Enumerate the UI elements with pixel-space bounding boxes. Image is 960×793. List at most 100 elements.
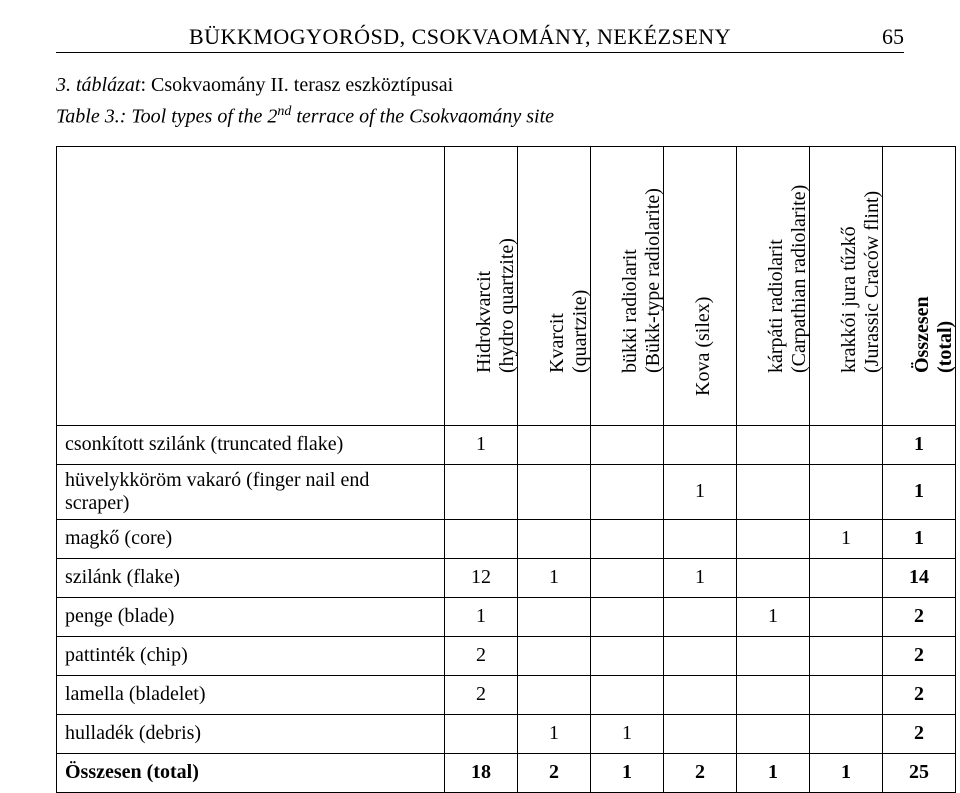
caption-label-en: Table 3.: [56, 106, 120, 128]
caption-text-en-prefix: : Tool types of the 2: [120, 106, 278, 128]
table-cell: 1: [664, 464, 737, 519]
caption-label-hu: 3. táblázat: [56, 74, 140, 96]
page-number: 65: [876, 24, 904, 50]
table-cell: [664, 675, 737, 714]
table-cell: [810, 425, 883, 464]
table-cell: 1: [664, 558, 737, 597]
table-cell: 2: [445, 675, 518, 714]
column-header: kárpáti radiolarit(Carpathian radiolarit…: [737, 146, 810, 425]
table-cell: 2: [445, 636, 518, 675]
table-cell: [518, 597, 591, 636]
column-header: Hidrokvarcit(hydro quartzite): [445, 146, 518, 425]
table-cell: [591, 464, 664, 519]
table-cell: 1: [518, 714, 591, 753]
table-cell: 2: [883, 675, 956, 714]
column-header: Összesen(total): [883, 146, 956, 425]
table-cell: 2: [664, 753, 737, 792]
table-cell: [810, 636, 883, 675]
table-cell: [518, 464, 591, 519]
row-label: hüvelykköröm vakaró (finger nail end scr…: [57, 464, 445, 519]
column-header: bükki radiolarit(Bükk-type radiolarite): [591, 146, 664, 425]
row-label: magkő (core): [57, 519, 445, 558]
column-header-line1: bükki radiolarit: [619, 249, 641, 373]
table-cell: [518, 636, 591, 675]
row-label: hulladék (debris): [57, 714, 445, 753]
table-body: csonkított szilánk (truncated flake)11hü…: [57, 425, 956, 792]
table-cell: 1: [737, 597, 810, 636]
table-cell: 2: [518, 753, 591, 792]
table-cell: 1: [591, 714, 664, 753]
row-label: Összesen (total): [57, 753, 445, 792]
column-header-line2: (total): [934, 113, 957, 373]
table-cell: 1: [883, 425, 956, 464]
column-header-line2: (Bükk-type radiolarite): [642, 113, 665, 373]
table-cell: [737, 519, 810, 558]
table-cell: [664, 714, 737, 753]
table-cell: 1: [737, 753, 810, 792]
column-header: Kova (silex): [664, 146, 737, 425]
caption-text-hu: : Csokvaomány II. terasz eszköztípusai: [140, 74, 453, 96]
header-title: BÜKKMOGYORÓSD, CSOKVAOMÁNY, NEKÉZSENY: [56, 24, 864, 50]
table-cell: 14: [883, 558, 956, 597]
table-cell: [810, 597, 883, 636]
table-cell: [518, 519, 591, 558]
table-row: hüvelykköröm vakaró (finger nail end scr…: [57, 464, 956, 519]
row-label: penge (blade): [57, 597, 445, 636]
table-cell: [591, 636, 664, 675]
column-header-line1: Összesen: [911, 296, 933, 373]
table-cell: [445, 714, 518, 753]
table-row: magkő (core) 11: [57, 519, 956, 558]
table-row: penge (blade)112: [57, 597, 956, 636]
row-label: pattinték (chip): [57, 636, 445, 675]
table-cell: 1: [883, 464, 956, 519]
table-cell: [737, 636, 810, 675]
column-header-line2: (quartzite): [569, 113, 592, 373]
table-cell: [737, 425, 810, 464]
table-cell: [445, 464, 518, 519]
table-cell: [810, 558, 883, 597]
table-cell: [810, 464, 883, 519]
table-row: Összesen (total)182121125: [57, 753, 956, 792]
column-header-line1: Hidrokvarcit: [473, 270, 495, 372]
column-header-line2: (hydro quartzite): [496, 113, 519, 373]
table-row: szilánk (flake)121114: [57, 558, 956, 597]
table-cell: [591, 519, 664, 558]
column-header-line1: Kvarcit: [546, 313, 568, 373]
table-cell: [810, 675, 883, 714]
table-cell: 1: [518, 558, 591, 597]
table-cell: 1: [591, 753, 664, 792]
column-header-line1: kárpáti radiolarit: [765, 239, 787, 373]
table-cell: 2: [883, 597, 956, 636]
tool-types-table: Hidrokvarcit(hydro quartzite)Kvarcit(qua…: [56, 146, 956, 793]
table-cell: 1: [810, 519, 883, 558]
row-label: lamella (bladelet): [57, 675, 445, 714]
table-header-row: Hidrokvarcit(hydro quartzite)Kvarcit(qua…: [57, 146, 956, 425]
header-empty: [57, 146, 445, 425]
column-header-line2: (Carpathian radiolarite): [788, 113, 811, 373]
table-cell: [664, 425, 737, 464]
caption-sup: nd: [277, 104, 291, 119]
table-cell: [810, 714, 883, 753]
table-cell: [664, 636, 737, 675]
table-cell: [737, 558, 810, 597]
table-cell: 12: [445, 558, 518, 597]
column-header-line1: krakkói jura tűzkő: [838, 226, 860, 373]
caption-hu: 3. táblázat: Csokvaomány II. terasz eszk…: [56, 71, 904, 100]
table-row: hulladék (debris) 11 2: [57, 714, 956, 753]
table-cell: 25: [883, 753, 956, 792]
table-cell: [664, 597, 737, 636]
column-header: Kvarcit(quartzite): [518, 146, 591, 425]
table-row: pattinték (chip)22: [57, 636, 956, 675]
table-cell: 2: [883, 714, 956, 753]
table-cell: [445, 519, 518, 558]
column-header-line1: Kova (silex): [692, 296, 714, 395]
table-cell: 2: [883, 636, 956, 675]
row-label: csonkított szilánk (truncated flake): [57, 425, 445, 464]
table-cell: [664, 519, 737, 558]
column-header: krakkói jura tűzkő(Jurassic Craców flint…: [810, 146, 883, 425]
table-cell: 1: [810, 753, 883, 792]
column-header-line2: (Jurassic Craców flint): [861, 113, 884, 373]
table-cell: 1: [445, 597, 518, 636]
table-cell: 1: [883, 519, 956, 558]
page-header: BÜKKMOGYORÓSD, CSOKVAOMÁNY, NEKÉZSENY 65: [56, 24, 904, 53]
